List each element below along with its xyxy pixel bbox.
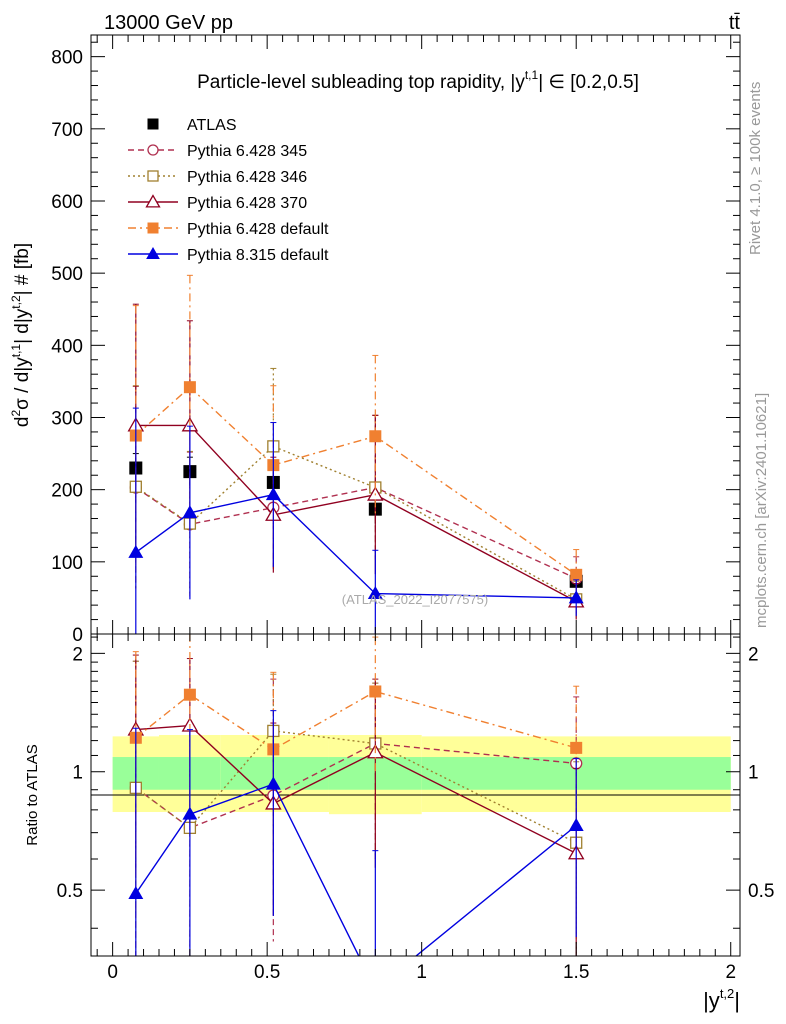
y-axis-label: d2σ / d|yt,1| d|yt,2| # [fb] <box>9 243 33 427</box>
marker-p8def <box>568 817 584 831</box>
ratio-panel: 0.5 0.5 1 1 2 2 0 0.5 1 1.5 2 Ratio to ATLAS |yt,2… <box>24 633 774 1013</box>
y-label-a: d <box>12 417 33 428</box>
ratio-y-tick-label-right: 0.5 <box>748 881 774 902</box>
y-tick-label: 800 <box>51 48 83 69</box>
line-p346 <box>135 445 577 601</box>
legend-label-atlas: ATLAS <box>187 117 237 134</box>
ratio-y-axis-label: Ratio to ATLAS <box>24 744 41 845</box>
y-label-a-sup: 2 <box>9 410 23 417</box>
legend-marker-p6def <box>147 222 159 234</box>
x-tick-label: 0 <box>107 962 118 983</box>
legend-label-p8def: Pythia 8.315 default <box>187 247 329 264</box>
legend-label-p346: Pythia 6.428 346 <box>187 169 307 186</box>
marker-p6def <box>183 381 196 394</box>
x-label-a-sup: t,2 <box>720 986 734 1001</box>
rivet-version-label: Rivet 4.1.0, ≥ 100k events <box>747 82 764 255</box>
y-label-b: σ / d|y <box>12 357 33 410</box>
marker-p8def <box>265 487 281 501</box>
ratio-y-tick-label: 0.5 <box>57 881 83 902</box>
x-tick-label: 0.5 <box>254 962 280 983</box>
x-label-a: |y <box>703 988 720 1013</box>
y-tick-label: 0 <box>72 625 83 646</box>
legend-item-p346: Pythia 6.428 346 <box>128 169 307 186</box>
main-axis-ticks: 0 100 200 300 400 500 600 700 800 <box>51 35 740 646</box>
marker-p8def <box>265 776 281 790</box>
line-p345 <box>135 486 577 580</box>
legend-marker-p370 <box>145 194 161 208</box>
x-tick-label: 1 <box>416 962 427 983</box>
marker-p8def <box>367 585 383 600</box>
marker-p8def <box>128 885 144 900</box>
marker-p8def <box>182 806 198 820</box>
legend-item-p370: Pythia 6.428 370 <box>128 194 307 212</box>
chart-title-main: Particle-level subleading top rapidity, … <box>197 72 525 93</box>
ratio-y-tick-label: 1 <box>72 763 83 784</box>
mcplots-label: mcplots.cern.ch [arXiv:2401.10621] <box>753 393 770 628</box>
energy-label: 13000 GeV pp <box>104 12 233 34</box>
legend-label-p6def: Pythia 6.428 default <box>187 221 329 238</box>
process-label: tt̄ <box>729 12 741 34</box>
legend-item-p345: Pythia 6.428 345 <box>128 143 307 160</box>
marker-p6def <box>570 568 583 581</box>
legend-marker-p345 <box>147 144 159 156</box>
chart-title-sup: t,1 <box>525 68 539 82</box>
ratio-uncertainty-bands <box>112 735 731 815</box>
ratio-series <box>127 634 585 956</box>
legend-item-p6def: Pythia 6.428 default <box>128 221 329 238</box>
legend-item-p8def: Pythia 8.315 default <box>128 246 329 264</box>
ratio-frame <box>90 633 741 957</box>
y-tick-label: 100 <box>51 553 83 574</box>
series-p346 <box>129 367 583 618</box>
y-tick-label: 600 <box>51 192 83 213</box>
main-panel: 0 100 200 300 400 500 600 700 800 (ATLAS_2022_I2… <box>9 34 741 646</box>
ratio-y-tick-label: 2 <box>72 644 83 665</box>
legend-marker-atlas <box>147 118 159 130</box>
chart-title: Particle-level subleading top rapidity, … <box>197 68 639 93</box>
ratio-y-tick-label-right: 1 <box>748 763 759 784</box>
x-axis-label: |yt,2| <box>703 986 740 1013</box>
y-label-d: | # [fb] <box>12 243 33 295</box>
series-p370 <box>127 303 585 620</box>
legend-marker-p346 <box>147 170 159 182</box>
legend-item-atlas: ATLAS <box>147 117 237 134</box>
marker-p6def <box>369 685 382 698</box>
x-tick-label: 2 <box>725 962 736 983</box>
marker-p6def <box>369 430 382 443</box>
y-label-b-sup: t,1 <box>9 344 23 358</box>
y-tick-label: 300 <box>51 408 83 429</box>
ratio-axis-ticks: 0.5 0.5 1 1 2 2 0 0.5 1 1.5 2 <box>57 634 774 983</box>
legend-label-p345: Pythia 6.428 345 <box>187 143 307 160</box>
series-p8def <box>128 407 584 634</box>
ratio-y-tick-label-right: 2 <box>748 644 759 665</box>
y-label-c: | d|y <box>12 308 33 344</box>
legend-marker-p8def <box>146 246 160 259</box>
y-tick-label: 700 <box>51 120 83 141</box>
marker-p8def <box>182 505 198 519</box>
marker-p6def <box>570 741 583 754</box>
y-tick-label: 500 <box>51 264 83 285</box>
series-p8def <box>128 710 584 956</box>
legend: ATLAS Pythia 6.428 345 Pythia 6.428 346 Pyt… <box>128 117 329 264</box>
x-label-b: | <box>734 988 740 1013</box>
x-tick-label: 1.5 <box>563 962 589 983</box>
legend-label-p370: Pythia 6.428 370 <box>187 195 307 212</box>
line-p345 <box>135 742 577 829</box>
marker-p8def <box>128 544 144 558</box>
marker-p6def <box>183 688 196 701</box>
series-p6def <box>129 274 583 601</box>
marker-p8def <box>568 590 584 604</box>
main-series <box>127 274 585 634</box>
y-label-c-sup: t,2 <box>9 295 23 309</box>
chart-title-tail: | ∈ [0.2,0.5] <box>538 72 639 93</box>
y-tick-label: 200 <box>51 481 83 502</box>
line-p6def <box>135 386 577 576</box>
line-p8def <box>135 783 577 956</box>
y-tick-label: 400 <box>51 336 83 357</box>
line-p8def <box>135 493 577 599</box>
watermark-label: (ATLAS_2022_I2077575) <box>342 592 488 607</box>
